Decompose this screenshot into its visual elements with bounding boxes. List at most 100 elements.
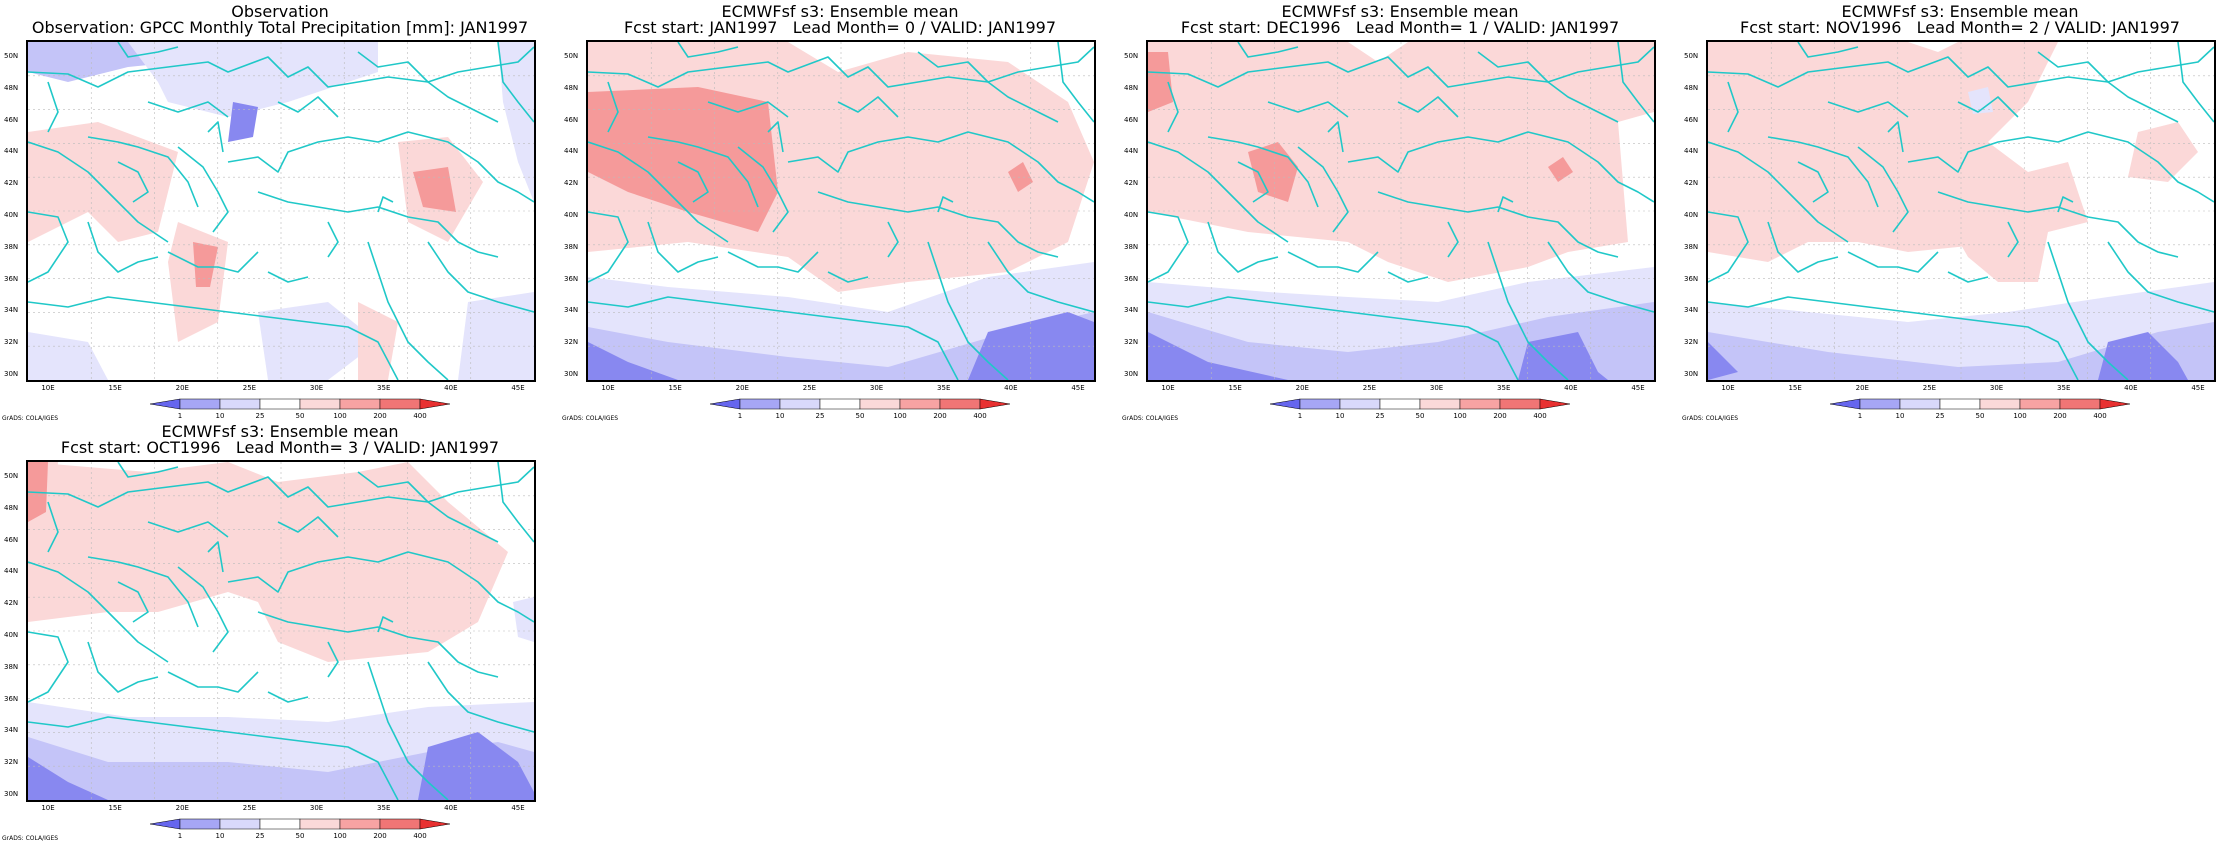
colorbar-segment <box>1499 398 1541 410</box>
y-tick-label: 38N <box>4 242 19 251</box>
y-tick-label: 36N <box>564 274 579 283</box>
y-tick-label: 38N <box>1684 242 1699 251</box>
y-tick-label: 30N <box>4 370 19 378</box>
x-tick-label: 15E <box>108 384 122 392</box>
y-tick-label: 44N <box>4 147 19 156</box>
colorbar-segment <box>1419 398 1461 410</box>
precipitation-map <box>586 40 1096 382</box>
coastline <box>1347 131 1654 203</box>
y-tick-label: 30N <box>4 790 19 798</box>
colorbar-segment <box>1379 398 1421 410</box>
coastline <box>787 131 1094 203</box>
y-tick-label: 40N <box>4 631 19 639</box>
coastline <box>1387 271 1429 283</box>
coastline <box>1207 136 1319 208</box>
coastline <box>427 241 534 313</box>
coastline <box>28 141 169 243</box>
colorbar-label: 200 <box>373 832 387 840</box>
x-tick-label: 35E <box>2057 384 2071 392</box>
coastline <box>1148 296 1519 380</box>
map-canvas <box>1708 42 2214 380</box>
colorbar-label: 1 <box>1857 412 1863 420</box>
colorbar-segment <box>2019 398 2061 410</box>
coastline <box>1708 141 1849 243</box>
precip-region <box>1548 157 1573 182</box>
coastline <box>1797 161 1829 203</box>
x-tick-label: 10E <box>41 384 55 392</box>
coastline <box>2107 241 2214 313</box>
precip-region <box>968 312 1094 380</box>
grads-credit: GrADS: COLA/IGES <box>1682 415 1739 422</box>
coastline <box>227 131 534 203</box>
coastline <box>1397 96 1459 118</box>
precip-region <box>228 102 258 142</box>
y-tick-label: 42N <box>1124 179 1139 188</box>
x-tick-label: 40E <box>1004 384 1018 392</box>
colorbar-label: 1 <box>1297 412 1303 420</box>
precip-region <box>588 87 778 232</box>
y-tick-label: 34N <box>1124 306 1139 315</box>
precip-region <box>28 757 108 800</box>
precip-region <box>1518 332 1608 380</box>
y-tick-label: 48N <box>1684 83 1699 92</box>
precip-region <box>1948 212 2048 282</box>
y-tick-label: 42N <box>564 179 579 188</box>
y-tick-label: 40N <box>1684 211 1699 219</box>
coastline <box>1167 81 1179 133</box>
x-tick-label: 35E <box>377 384 391 392</box>
colorbar-label: 400 <box>1533 412 1547 420</box>
precip-region <box>588 342 678 380</box>
coastline <box>367 241 449 380</box>
grads-credit: GrADS: COLA/IGES <box>2 415 59 422</box>
y-tick-label: 32N <box>1684 338 1699 347</box>
panel-subtitle: Fcst start: DEC1996 Lead Month= 1 / VALI… <box>1180 18 1620 37</box>
coastline <box>207 121 224 153</box>
coastline <box>1847 251 1939 273</box>
precip-region <box>2128 122 2198 182</box>
coastline <box>377 196 394 213</box>
x-tick-label: 15E <box>1788 384 1802 392</box>
colorbar-arrow-left <box>150 818 181 830</box>
coastline <box>207 541 224 573</box>
coastline <box>588 296 959 380</box>
coastline <box>607 81 619 133</box>
x-tick-label: 40E <box>444 384 458 392</box>
coastline <box>87 556 199 628</box>
x-tick-label: 10E <box>1721 384 1735 392</box>
coastline <box>647 221 719 273</box>
y-tick-label: 38N <box>4 662 19 671</box>
precip-region <box>28 122 178 242</box>
precip-region <box>128 42 378 117</box>
colorbar-arrow-right <box>2099 398 2130 410</box>
colorbar-label: 25 <box>1935 412 1945 420</box>
panel-subtitle: Fcst start: NOV1996 Lead Month= 2 / VALI… <box>1740 18 2180 37</box>
coastline <box>1057 42 1094 123</box>
coastline <box>588 46 1094 88</box>
colorbar-label: 400 <box>413 412 427 420</box>
coastline <box>1327 121 1344 153</box>
coastline <box>167 671 259 693</box>
y-tick-label: 34N <box>4 726 19 735</box>
colorbar-segment <box>219 398 261 410</box>
y-tick-label: 46N <box>4 535 19 544</box>
colorbar-segment <box>1939 398 1981 410</box>
y-tick-label: 44N <box>564 147 579 156</box>
y-tick-label: 36N <box>1684 274 1699 283</box>
x-tick-label: 40E <box>1564 384 1578 392</box>
y-tick-label: 48N <box>4 83 19 92</box>
coastline <box>28 561 169 663</box>
x-tick-label: 25E <box>1362 384 1377 392</box>
colorbar <box>710 398 1010 410</box>
coastline <box>1937 191 2179 258</box>
coastline <box>147 521 229 538</box>
panel-title: ECMWFsf s3: Ensemble mean <box>161 422 399 441</box>
coastline <box>497 462 534 543</box>
coastline <box>357 51 499 123</box>
precip-region <box>1148 52 1173 112</box>
x-tick-label: 30E <box>309 804 324 812</box>
precip-region <box>1148 332 1288 380</box>
colorbar <box>150 398 450 410</box>
coastline <box>28 716 399 800</box>
precip-region <box>418 732 534 800</box>
colorbar-label: 400 <box>2093 412 2107 420</box>
